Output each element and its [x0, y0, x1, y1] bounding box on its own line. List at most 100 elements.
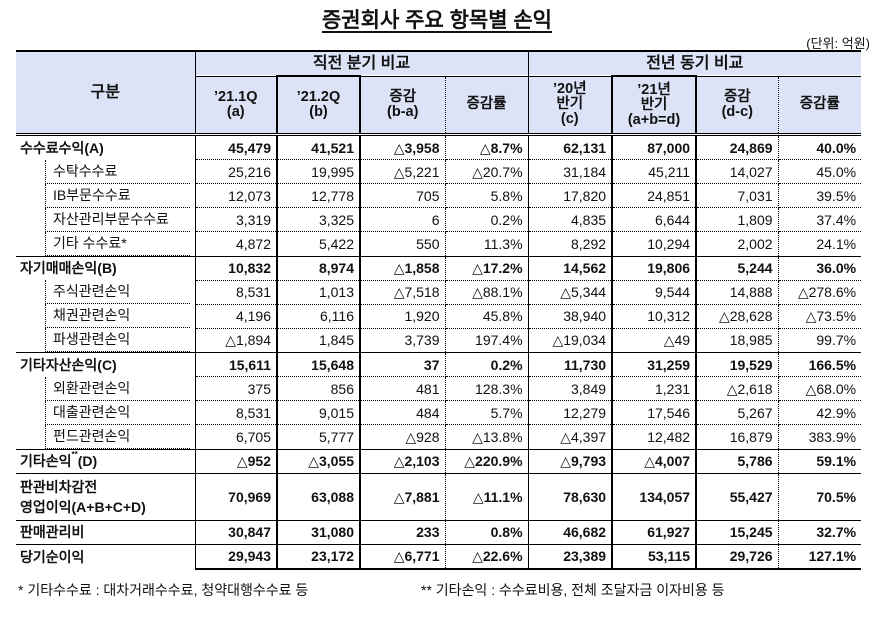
cell-q2-2021: 12,778 — [276, 183, 361, 208]
cell-rate-dc: 383.9% — [778, 424, 862, 450]
row-label: IB부문수수료 — [16, 183, 196, 208]
cell-change-dc: 7,031 — [696, 183, 779, 208]
cell-change-ba: △928 — [360, 424, 446, 450]
cell-rate-dc: 166.5% — [778, 352, 862, 377]
cell-rate-ba: △22.6% — [445, 543, 529, 570]
cell-change-dc: 19,529 — [696, 352, 779, 377]
cell-q1-2021: △1,894 — [195, 328, 278, 353]
cell-q1-2021: 70,969 — [195, 472, 278, 521]
cell-h1-2020: 23,389 — [528, 543, 613, 570]
cell-h1-2020: 14,562 — [528, 255, 613, 281]
row-label: 수탁수수료 — [16, 159, 196, 184]
cell-q1-2021: 4,196 — [195, 304, 278, 329]
row-label: 자산관리부문수수료 — [16, 207, 196, 232]
cell-h1-2020: 78,630 — [528, 472, 613, 521]
cell-q2-2021: 6,116 — [276, 304, 361, 329]
cell-q2-2021: △3,055 — [276, 448, 361, 474]
row-label: 기타손익**(D) — [16, 448, 196, 473]
cell-rate-ba: 197.4% — [445, 328, 529, 353]
cell-rate-ba: 0.8% — [445, 519, 529, 545]
cell-q1-2021: 45,479 — [195, 134, 278, 160]
unit-label: (단위: 억원) — [806, 36, 870, 51]
cell-rate-dc: 40.0% — [778, 134, 862, 160]
cell-change-dc: 1,809 — [696, 207, 779, 232]
header-col-21-1q: ’21.1Q (a) — [195, 76, 278, 135]
cell-change-ba: 1,920 — [360, 304, 446, 329]
cell-change-ba: △7,881 — [360, 472, 446, 521]
row-label: 자기매매손익(B) — [16, 255, 196, 280]
row-label: 채권관련손익 — [16, 304, 196, 328]
cell-rate-ba: △8.7% — [445, 134, 529, 160]
cell-q1-2021: △952 — [195, 448, 278, 474]
header-group-prev-quarter: 직전 분기 비교 — [195, 50, 529, 77]
cell-change-ba: 233 — [360, 519, 446, 545]
cell-h1-2020: △19,034 — [528, 328, 613, 353]
cell-change-ba: 705 — [360, 183, 446, 208]
table-row: 펀드관련손익 6,705 5,777 △928 △13.8% △4,397 12,482 16… — [16, 424, 862, 450]
cell-rate-ba: △220.9% — [445, 448, 529, 474]
cell-q2-2021: 3,325 — [276, 207, 361, 232]
cell-h1-2021: 53,115 — [611, 543, 698, 570]
cell-change-ba: 6 — [360, 207, 446, 232]
cell-h1-2021: 87,000 — [611, 134, 698, 160]
header-col-change-dc: 증감 (d-c) — [696, 76, 779, 135]
cell-rate-dc: 127.1% — [778, 543, 862, 570]
header-row-label: 구분 — [16, 50, 196, 135]
cell-change-ba: 3,739 — [360, 328, 446, 353]
cell-change-dc: 55,427 — [696, 472, 779, 521]
cell-rate-ba: △13.8% — [445, 424, 529, 450]
cell-change-dc: 16,879 — [696, 424, 779, 450]
cell-q1-2021: 6,705 — [195, 424, 278, 450]
table-row: 기타손익**(D) △952 △3,055 △2,103 △220.9% △9,793 △4… — [16, 448, 862, 474]
cell-h1-2021: △49 — [611, 328, 698, 353]
header-group-row: 구분 직전 분기 비교 전년 동기 비교 — [16, 50, 862, 135]
table-row: IB부문수수료 12,073 12,778 705 5.8% 17,820 24,851 7,… — [16, 183, 862, 208]
cell-rate-dc: △278.6% — [778, 280, 862, 305]
cell-rate-dc: 32.7% — [778, 519, 862, 545]
cell-h1-2020: 17,820 — [528, 183, 613, 208]
header-col-change-ba: 증감 (b-a) — [360, 76, 446, 135]
cell-h1-2020: △5,344 — [528, 280, 613, 305]
cell-q2-2021: 15,648 — [276, 352, 361, 377]
row-label: 대출관련손익 — [16, 400, 196, 425]
cell-h1-2021: 1,231 — [611, 376, 698, 401]
cell-q1-2021: 375 — [195, 376, 278, 401]
cell-change-ba: 481 — [360, 376, 446, 401]
row-label: 외환관련손익 — [16, 376, 196, 401]
cell-change-dc: 5,786 — [696, 448, 779, 474]
table-row: 채권관련손익 4,196 6,116 1,920 45.8% 38,940 10,312 △2… — [16, 304, 862, 329]
row-label: 주식관련손익 — [16, 280, 196, 304]
cell-change-dc: 5,267 — [696, 400, 779, 425]
table-row: 대출관련손익 8,531 9,015 484 5.7% 12,279 17,546 5,267… — [16, 400, 862, 425]
cell-change-ba: 550 — [360, 231, 446, 257]
cell-rate-dc: 37.4% — [778, 207, 862, 232]
cell-q2-2021: 1,845 — [276, 328, 361, 353]
row-label: 파생관련손익 — [16, 328, 196, 353]
cell-q1-2021: 30,847 — [195, 519, 278, 545]
cell-h1-2020: 3,849 — [528, 376, 613, 401]
cell-h1-2021: △4,007 — [611, 448, 698, 474]
cell-change-dc: 14,027 — [696, 159, 779, 184]
cell-rate-dc: △68.0% — [778, 376, 862, 401]
table-row: 자산관리부문수수료 3,319 3,325 6 0.2% 4,835 6,644 1,809 3… — [16, 207, 862, 232]
cell-rate-ba: △88.1% — [445, 280, 529, 305]
table-row: 수탁수수료 25,216 19,995 △5,221 △20.7% 31,184 45,21… — [16, 159, 862, 184]
cell-h1-2021: 134,057 — [611, 472, 698, 521]
cell-h1-2020: 31,184 — [528, 159, 613, 184]
table-row: 판매관리비 30,847 31,080 233 0.8% 46,682 61,927 15,2… — [16, 519, 862, 545]
cell-rate-dc: 39.5% — [778, 183, 862, 208]
cell-change-dc: △2,618 — [696, 376, 779, 401]
cell-q2-2021: 23,172 — [276, 543, 361, 570]
page-title: 증권회사 주요 항목별 손익 — [321, 9, 553, 32]
cell-change-ba: 484 — [360, 400, 446, 425]
cell-h1-2021: 10,312 — [611, 304, 698, 329]
cell-rate-ba: 5.7% — [445, 400, 529, 425]
cell-q1-2021: 29,943 — [195, 543, 278, 570]
cell-change-dc: △28,628 — [696, 304, 779, 329]
cell-h1-2021: 24,851 — [611, 183, 698, 208]
cell-h1-2020: 8,292 — [528, 231, 613, 257]
cell-change-ba: △7,518 — [360, 280, 446, 305]
table-row: 외환관련손익 375 856 481 128.3% 3,849 1,231 △2,618 △68… — [16, 376, 862, 401]
cell-rate-dc: △73.5% — [778, 304, 862, 329]
row-label: 기타자산손익(C) — [16, 352, 196, 377]
